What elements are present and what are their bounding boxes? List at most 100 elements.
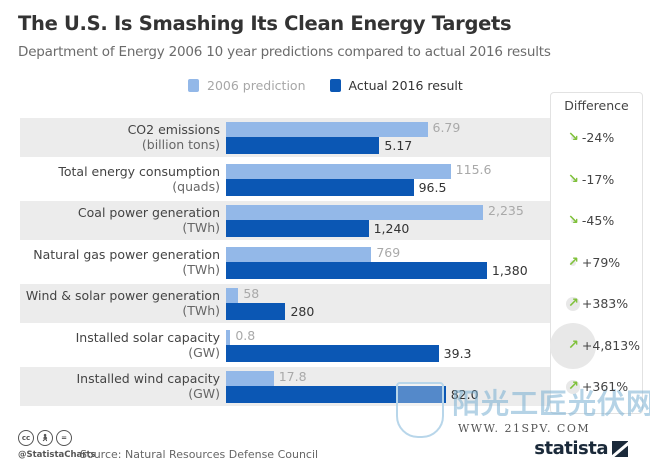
legend-item-prediction: 2006 prediction [188,78,306,93]
difference-percent: +383% [581,296,629,311]
difference-percent: -45% [581,213,615,228]
legend-label-prediction: 2006 prediction [207,78,306,93]
difference-bubble [571,219,575,223]
category-name: Coal power generation [77,205,220,220]
category-row: Installed wind capacity (GW) 17.8 82.0 [20,367,550,406]
chart-title: The U.S. Is Smashing Its Clean Energy Ta… [18,12,512,35]
difference-percent: +361% [581,379,629,394]
category-name: Wind & solar power generation [25,288,220,303]
value-label-prediction: 115.6 [455,161,492,177]
legend-item-actual: Actual 2016 result [329,78,463,93]
brand-name: statista [534,438,608,459]
category-label: Total energy consumption (quads) [58,164,220,194]
value-label-actual: 96.5 [418,179,447,195]
source-note: Source: Natural Resources Defense Counci… [80,448,319,461]
difference-bubble [571,177,575,182]
bar-actual[interactable] [226,178,414,196]
bar-prediction[interactable] [226,122,428,137]
difference-value: ↗ +4,813% [568,338,640,353]
difference-percent: +79% [581,254,621,270]
category-name: CO2 emissions [127,122,220,137]
legend-label-actual: Actual 2016 result [348,78,463,93]
category-label: Installed wind capacity (GW) [76,371,220,401]
bar-prediction[interactable] [226,246,372,262]
category-row: Installed solar capacity (GW) 0.8 39.3 [20,326,550,365]
value-label-actual: 1,240 [373,221,410,236]
bar-actual[interactable] [226,344,439,362]
bar-actual[interactable] [226,137,380,154]
category-unit: (TWh) [182,220,220,235]
category-row: Natural gas power generation (TWh) 769 1,38… [20,243,550,282]
category-unit: (GW) [188,344,220,360]
category-label: Coal power generation (TWh) [78,205,220,235]
difference-bubble [550,322,596,369]
difference-value: ↗ +383% [568,296,628,311]
value-label-prediction: 58 [243,286,260,301]
value-label-prediction: 2,235 [488,203,524,218]
arrow-down-right-icon: ↘ [568,130,579,145]
category-label: Installed solar capacity (GW) [76,330,220,360]
bar-prediction[interactable] [226,163,451,179]
value-label-actual: 280 [290,304,315,319]
value-label-actual: 5.17 [384,138,413,153]
category-name: Natural gas power generation [33,246,220,262]
category-unit: (GW) [188,386,220,401]
cc-icon[interactable]: cc [18,430,34,446]
difference-percent: -17% [581,171,615,187]
statista-handle[interactable]: @StatistaCharts [18,450,96,460]
value-label-prediction: 6.79 [432,120,461,135]
arrow-up-right-icon: ↗ [568,337,579,353]
chart-subtitle: Department of Energy 2006 10 year predic… [18,44,551,60]
no-derivatives-icon[interactable]: = [56,430,72,446]
bar-prediction[interactable] [226,205,484,220]
bar-prediction[interactable] [226,329,231,345]
difference-bubble [570,259,576,266]
category-row: Coal power generation (TWh) 2,235 1,240 [20,201,550,240]
arrow-down-right-icon: ↘ [568,171,579,187]
legend-swatch-prediction [188,79,199,92]
difference-bubble [566,297,580,311]
value-label-actual: 39.3 [443,345,472,361]
category-unit: (billion tons) [141,137,220,152]
value-label-actual: 1,380 [491,262,528,278]
bar-prediction[interactable] [226,288,239,303]
value-label-actual: 82.0 [450,387,479,402]
difference-value: ↘ -24% [568,130,614,145]
category-row: Wind & solar power generation (TWh) 58 280 [20,284,550,323]
difference-value: ↗ +361% [568,379,628,394]
watermark-url: WWW. 21SPV. COM [458,422,591,435]
category-row: CO2 emissions (billion tons) 6.79 5.17 [20,118,550,157]
arrow-up-right-icon: ↗ [568,379,579,394]
value-label-prediction: 17.8 [278,369,307,384]
value-label-prediction: 769 [376,244,401,260]
difference-value: ↘ -45% [568,213,614,228]
value-label-prediction: 0.8 [235,327,256,343]
category-name: Installed wind capacity [76,371,220,386]
category-unit: (TWh) [182,261,220,277]
arrow-up-right-icon: ↗ [568,254,579,270]
difference-value: ↘ -17% [568,172,614,187]
category-unit: (quads) [172,178,220,194]
statista-logo[interactable]: statista [534,438,628,459]
legend-swatch-actual [329,79,341,92]
category-unit: (TWh) [182,303,220,318]
difference-bubble [566,380,580,394]
arrow-up-right-icon: ↗ [568,296,579,311]
bar-actual[interactable] [226,261,487,279]
category-name: Total energy consumption [58,163,220,179]
bar-actual[interactable] [226,386,446,403]
category-label: CO2 emissions (billion tons) [128,122,220,152]
statista-logo-icon [612,440,628,457]
bar-actual[interactable] [226,220,369,237]
legend: 2006 prediction Actual 2016 result [188,78,487,93]
bar-prediction[interactable] [226,371,274,386]
category-label: Wind & solar power generation (TWh) [26,288,220,318]
difference-percent: -24% [581,130,615,145]
attribution-icon[interactable]: 🚶︎ [37,430,53,446]
difference-header: Difference [564,98,629,113]
bar-actual[interactable] [226,303,286,320]
difference-percent: +4,813% [581,337,641,353]
difference-value: ↗ +79% [568,255,620,270]
category-label: Natural gas power generation (TWh) [33,247,220,277]
difference-bubble [571,136,575,140]
